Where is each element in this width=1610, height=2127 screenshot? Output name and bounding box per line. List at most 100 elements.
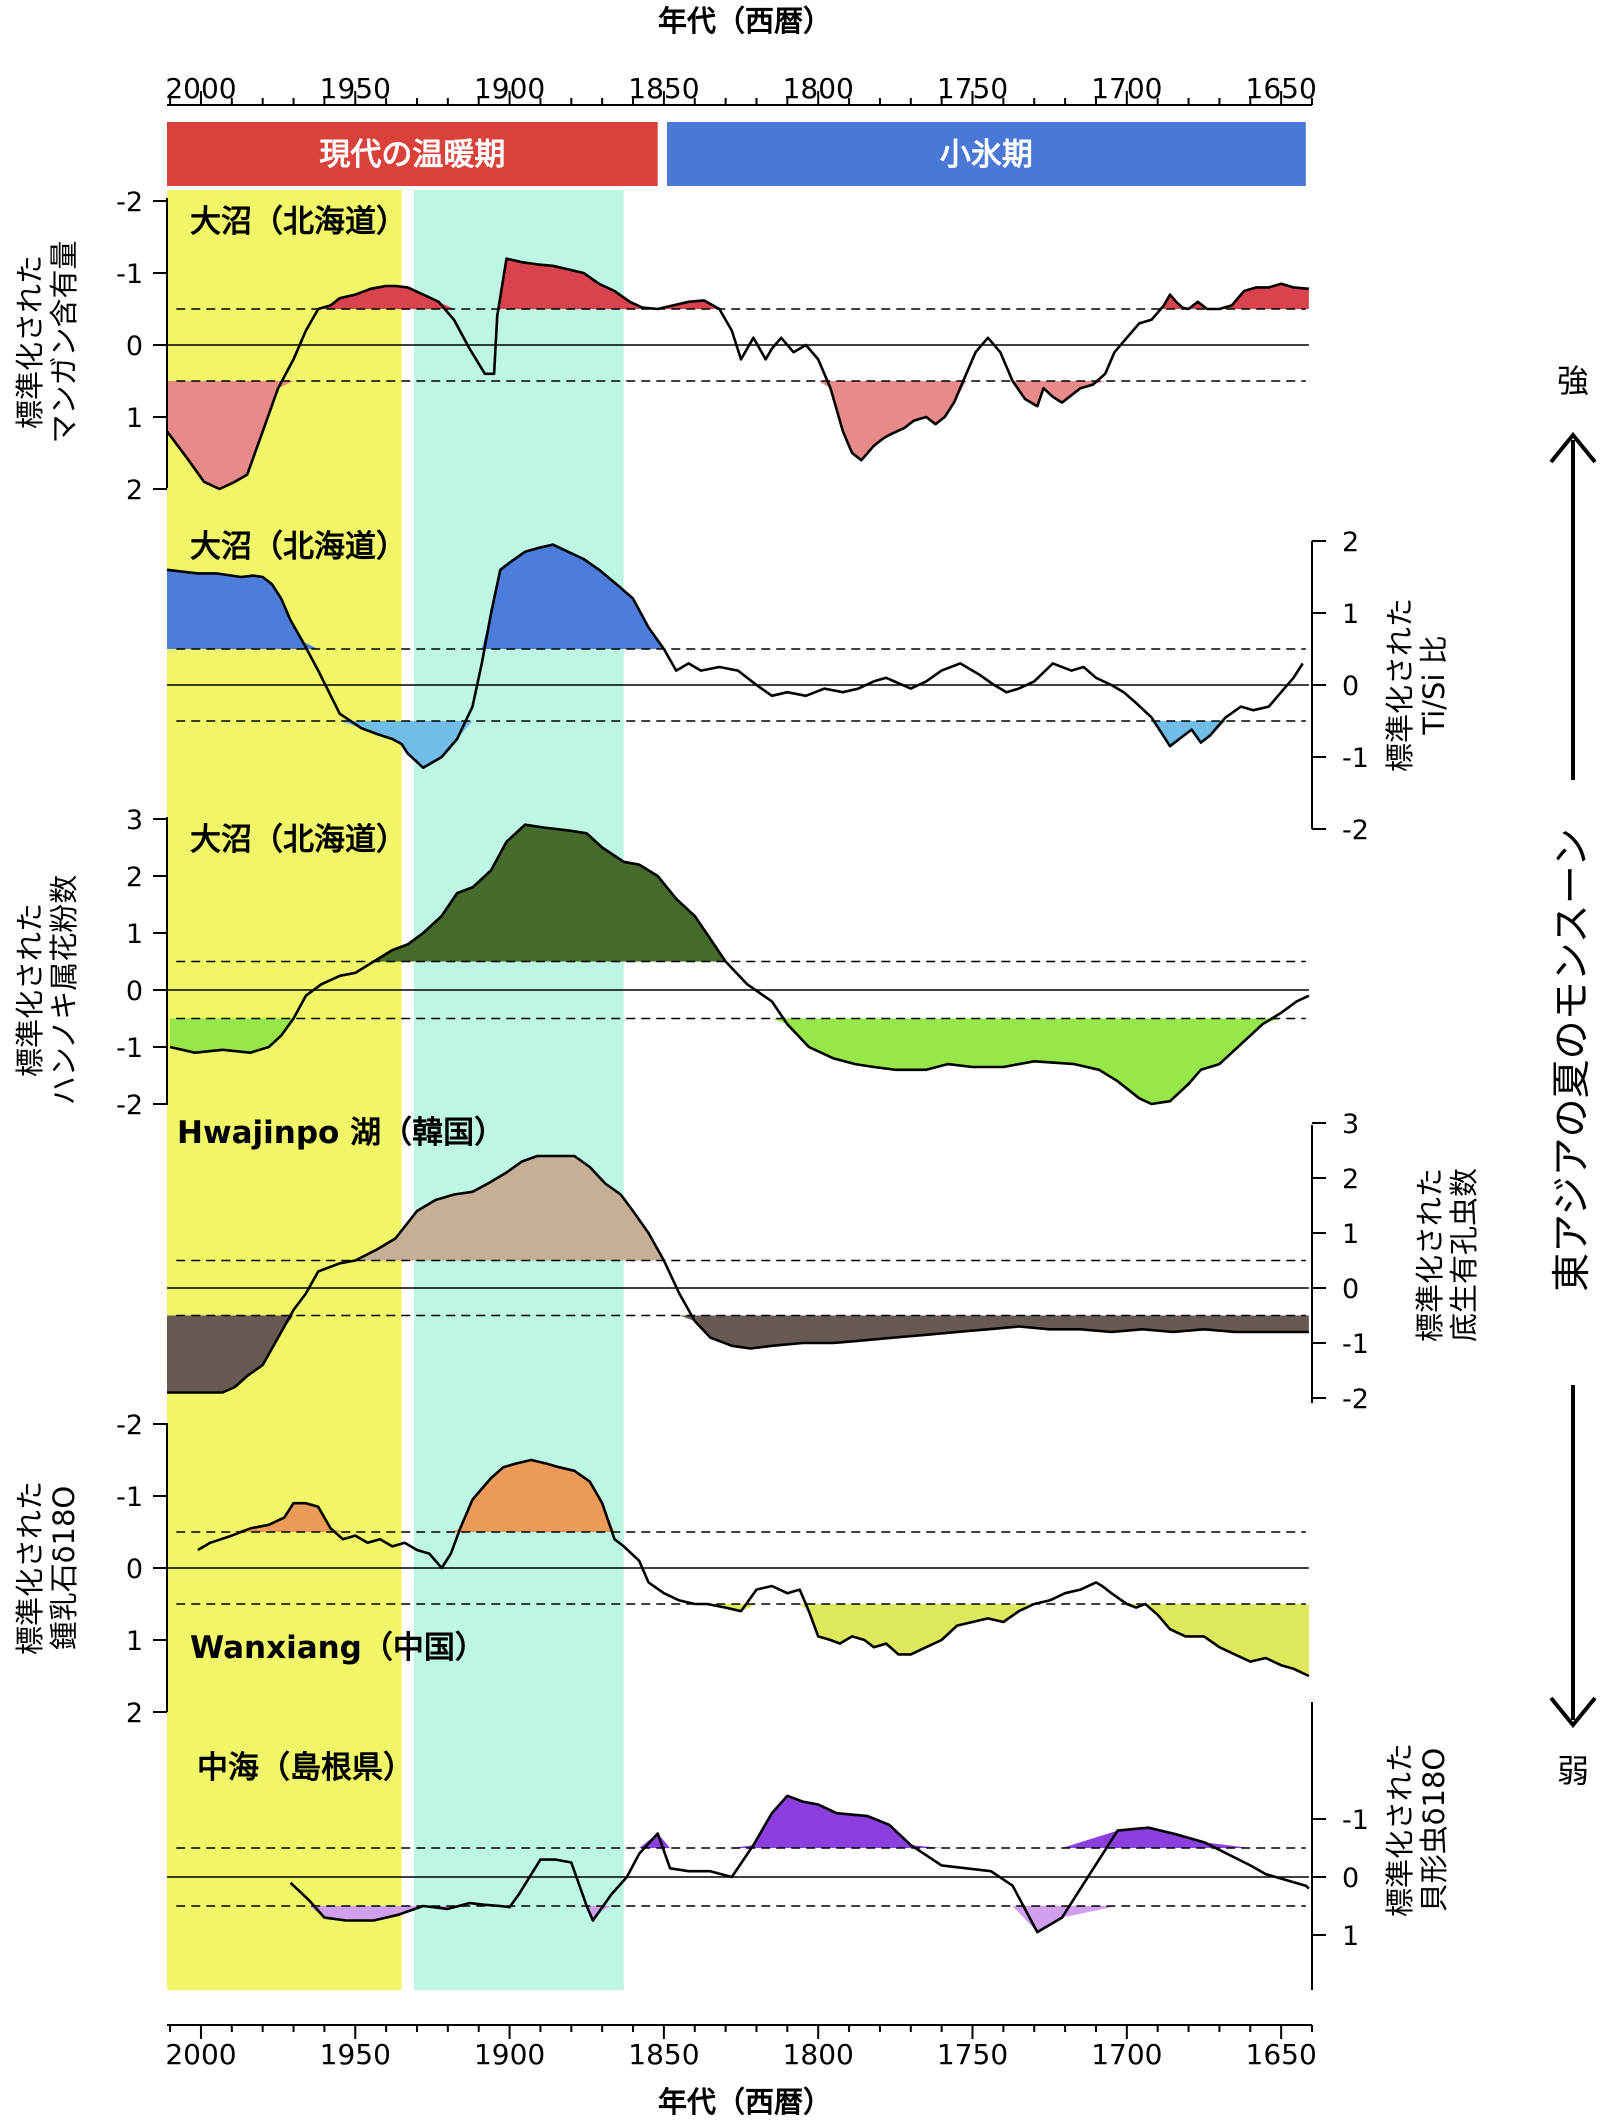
panel-4: 3 2 1 0 -1 -2 標準化された 底生有孔虫数 Hwajinpo 湖（韓国） bbox=[167, 1109, 1481, 1415]
x-tick-label-top: 1700 bbox=[1091, 72, 1162, 105]
y-tick-label: 0 bbox=[1342, 1274, 1359, 1305]
y-tick-label: -2 bbox=[1342, 815, 1369, 846]
site-name: Hwajinpo 湖（韓国） bbox=[177, 1115, 505, 1151]
x-tick-label-top: 1950 bbox=[320, 72, 391, 105]
x-tick-label-top: 1800 bbox=[783, 72, 854, 105]
y-axis-label-line-2: ハンノキ属花粉数 bbox=[47, 875, 81, 1106]
y-axis-label-line-2: 底生有孔虫数 bbox=[1447, 1168, 1481, 1342]
period-shading-layer bbox=[167, 190, 624, 1990]
x-tick-label-bottom: 1650 bbox=[1246, 2038, 1317, 2071]
strong-monsoon-fill bbox=[167, 1156, 1309, 1261]
y-tick-label: 1 bbox=[126, 919, 143, 950]
x-axis-title-bottom: 年代（西暦） bbox=[658, 2085, 832, 2119]
y-tick-label: -1 bbox=[1342, 1805, 1369, 1836]
y-axis-label-line-1: 標準化された bbox=[1413, 1168, 1447, 1342]
x-tick-label-top: 1750 bbox=[937, 72, 1008, 105]
site-name: 大沼（北海道） bbox=[190, 822, 407, 858]
strong-monsoon-fill bbox=[170, 824, 1309, 962]
x-tick-label-bottom: 2000 bbox=[165, 2038, 236, 2071]
period-shading-2 bbox=[413, 190, 624, 1990]
weak-monsoon-fill bbox=[167, 721, 1303, 768]
y-tick-label: -1 bbox=[1342, 743, 1369, 774]
series-line bbox=[169, 823, 1310, 1106]
x-tick-label-top: 1650 bbox=[1246, 72, 1317, 105]
y-axis-label: 標準化された 鍾乳石δ18O bbox=[13, 1481, 81, 1655]
panel-2: 2 1 0 -1 -2 標準化された Ti/Si 比 大沼（北海道） bbox=[166, 527, 1451, 846]
weak-monsoon-fill bbox=[167, 1315, 1309, 1393]
y-tick-label: -2 bbox=[116, 1090, 143, 1121]
y-tick-label: 1 bbox=[1342, 1219, 1359, 1250]
x-tick-label-bottom: 1800 bbox=[783, 2038, 854, 2071]
weak-monsoon-fill bbox=[197, 1604, 1309, 1676]
panel-6: -1 0 1 標準化された 貝形虫δ18O 中海（島根県） bbox=[167, 1702, 1451, 1990]
series-line bbox=[166, 543, 1304, 770]
y-axis-label-line-2: 鍾乳石δ18O bbox=[47, 1486, 81, 1650]
y-axis-label: 標準化された 底生有孔虫数 bbox=[1413, 1168, 1481, 1342]
monsoon-weak-label: 弱 bbox=[1557, 1752, 1589, 1790]
y-tick-label: 2 bbox=[1342, 1164, 1359, 1195]
y-tick-label: 3 bbox=[126, 805, 143, 836]
y-tick-label: 0 bbox=[126, 976, 143, 1007]
series-line bbox=[289, 1794, 1310, 1934]
y-tick-label: 2 bbox=[1342, 527, 1359, 558]
strong-monsoon-fill bbox=[290, 1795, 1309, 1848]
period-bar-1 bbox=[167, 122, 658, 186]
y-tick-label: 0 bbox=[126, 1554, 143, 1585]
y-tick-label: 2 bbox=[126, 1698, 143, 1729]
y-tick-label: -1 bbox=[116, 1482, 143, 1513]
y-axis-label-line-2: マンガン含有量 bbox=[47, 240, 81, 443]
site-name: 大沼（北海道） bbox=[190, 529, 407, 565]
period-bar-2 bbox=[666, 122, 1306, 186]
y-tick-label: 1 bbox=[126, 1626, 143, 1657]
y-tick-label: 1 bbox=[1342, 1921, 1359, 1952]
y-tick-label: 0 bbox=[126, 331, 143, 362]
y-tick-label: -2 bbox=[1342, 1384, 1369, 1415]
site-name: Wanxiang（中国） bbox=[190, 1630, 486, 1666]
y-axis-label-line-1: 標準化された bbox=[1383, 598, 1417, 772]
site-name: 中海（島根県） bbox=[197, 1750, 414, 1786]
y-axis-label: 標準化された 貝形虫δ18O bbox=[1383, 1743, 1451, 1917]
y-tick-label: -1 bbox=[1342, 1329, 1369, 1360]
series-line bbox=[167, 1154, 1309, 1394]
y-axis-label: 標準化された マンガン含有量 bbox=[13, 240, 81, 443]
series-line bbox=[197, 1458, 1310, 1678]
panel-1: -2 -1 0 1 2 標準化された マンガン含有量 大沼（北海道） bbox=[13, 187, 1310, 506]
y-tick-label: 2 bbox=[126, 862, 143, 893]
monsoon-arrow-down-head-icon bbox=[1549, 1696, 1597, 1729]
y-axis-label-line-1: 標準化された bbox=[13, 903, 47, 1077]
y-tick-label: 1 bbox=[1342, 599, 1359, 630]
x-axis-title-top: 年代（西暦） bbox=[658, 4, 832, 38]
strong-monsoon-fill bbox=[167, 544, 1303, 649]
x-tick-label-top: 1850 bbox=[628, 72, 699, 105]
x-tick-label-bottom: 1750 bbox=[937, 2038, 1008, 2071]
y-axis-label: 標準化された ハンノキ属花粉数 bbox=[13, 875, 81, 1106]
period-label-1: 現代の温暖期 bbox=[319, 137, 505, 173]
period-shading-1 bbox=[167, 190, 402, 1990]
x-tick-label-bottom: 1900 bbox=[474, 2038, 545, 2071]
series-line bbox=[165, 257, 1310, 491]
y-tick-label: 0 bbox=[1342, 1863, 1359, 1894]
site-name: 大沼（北海道） bbox=[190, 204, 407, 240]
panel-5: -2 -1 0 1 2 標準化された 鍾乳石δ18O Wanxiang（中国） bbox=[13, 1410, 1310, 1729]
x-tick-label-bottom: 1850 bbox=[628, 2038, 699, 2071]
y-tick-label: -2 bbox=[116, 1410, 143, 1441]
y-axis-label: 標準化された Ti/Si 比 bbox=[1383, 598, 1451, 772]
monsoon-arrow-up-head-icon bbox=[1549, 431, 1597, 464]
x-tick-label-top: 2000 bbox=[165, 72, 236, 105]
y-axis-label-line-2: Ti/Si 比 bbox=[1417, 635, 1451, 735]
y-tick-label: 1 bbox=[126, 403, 143, 434]
weak-monsoon-fill bbox=[290, 1906, 1309, 1933]
x-tick-label-bottom: 1950 bbox=[320, 2038, 391, 2071]
x-tick-label-bottom: 1700 bbox=[1091, 2038, 1162, 2071]
y-tick-label: 0 bbox=[1342, 671, 1359, 702]
monsoon-strong-label: 強 bbox=[1557, 362, 1589, 400]
y-tick-label: 3 bbox=[1342, 1109, 1359, 1140]
period-label-2: 小氷期 bbox=[940, 137, 1033, 173]
y-axis-label-line-2: 貝形虫δ18O bbox=[1417, 1748, 1451, 1912]
x-tick-label-top: 1900 bbox=[474, 72, 545, 105]
y-tick-label: 2 bbox=[126, 475, 143, 506]
y-tick-label: -2 bbox=[116, 187, 143, 218]
y-axis-label-line-1: 標準化された bbox=[1383, 1743, 1417, 1917]
